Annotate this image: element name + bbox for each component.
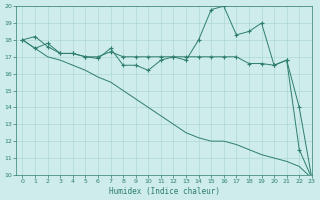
X-axis label: Humidex (Indice chaleur): Humidex (Indice chaleur) [108,187,220,196]
